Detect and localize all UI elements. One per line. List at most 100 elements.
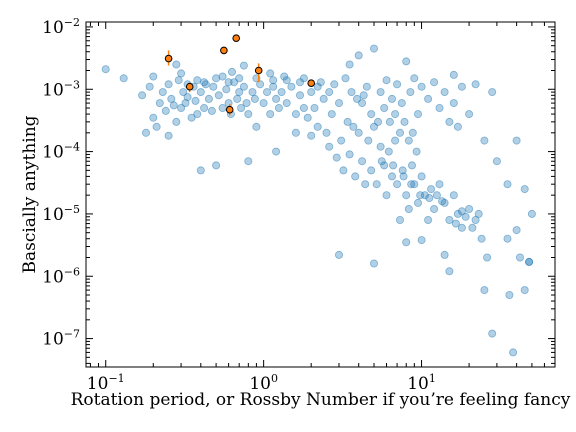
data-point xyxy=(525,257,534,266)
data-point xyxy=(382,191,391,200)
data-point xyxy=(291,128,300,137)
data-point xyxy=(239,61,248,70)
data-point xyxy=(222,85,231,94)
data-point xyxy=(413,198,422,207)
data-point xyxy=(316,78,325,87)
data-point xyxy=(269,82,278,91)
data-point xyxy=(425,193,434,202)
ticks-layer xyxy=(86,22,556,367)
data-point xyxy=(449,70,458,79)
data-point xyxy=(393,80,402,89)
data-point xyxy=(272,147,281,156)
data-point xyxy=(187,113,196,122)
data-point xyxy=(380,104,389,113)
data-point xyxy=(164,131,173,140)
data-point xyxy=(354,51,363,60)
data-point xyxy=(408,128,417,137)
data-point xyxy=(465,110,474,119)
data-point xyxy=(334,99,343,108)
data-point xyxy=(269,76,278,85)
data-point xyxy=(204,94,213,103)
data-point xyxy=(274,104,283,113)
data-point xyxy=(307,88,316,97)
data-point xyxy=(417,236,426,245)
data-point xyxy=(512,226,521,235)
highlighted-points-layer xyxy=(164,34,316,116)
data-point xyxy=(367,110,376,119)
data-point xyxy=(384,147,393,156)
data-point xyxy=(181,99,190,108)
data-point xyxy=(480,136,489,145)
data-point xyxy=(465,204,474,213)
data-point xyxy=(158,88,167,97)
data-point xyxy=(461,212,470,221)
data-point xyxy=(400,117,409,126)
data-point xyxy=(303,113,312,122)
data-point xyxy=(440,88,449,97)
data-point xyxy=(520,286,529,295)
data-point xyxy=(345,60,354,69)
data-point xyxy=(235,88,244,97)
data-point xyxy=(233,94,242,103)
data-point xyxy=(369,259,378,268)
data-point xyxy=(145,82,154,91)
data-point xyxy=(272,94,281,103)
data-point xyxy=(527,209,536,218)
data-point xyxy=(387,172,396,181)
highlighted-point xyxy=(164,54,173,63)
data-point xyxy=(402,238,411,247)
data-point xyxy=(432,191,441,200)
data-point xyxy=(212,161,221,170)
data-point xyxy=(471,80,480,89)
data-point xyxy=(457,82,466,91)
data-point xyxy=(406,88,415,97)
y-tick-label: 10−5 xyxy=(42,203,80,225)
data-point xyxy=(291,110,300,119)
data-point xyxy=(172,117,181,126)
data-point xyxy=(209,82,218,91)
data-point xyxy=(404,204,413,213)
data-point xyxy=(266,69,275,78)
data-point xyxy=(214,91,223,100)
data-point xyxy=(372,180,381,189)
data-point xyxy=(310,104,319,113)
data-point xyxy=(440,250,449,259)
data-point xyxy=(449,99,458,108)
data-point xyxy=(367,166,376,175)
y-tick-label: 10−3 xyxy=(42,78,80,100)
y-tick-label: 10−7 xyxy=(42,328,80,350)
data-point xyxy=(385,117,394,126)
data-point xyxy=(393,180,402,189)
data-point xyxy=(177,69,186,78)
data-point xyxy=(362,82,371,91)
data-point xyxy=(169,101,178,110)
data-point xyxy=(347,88,356,97)
data-point xyxy=(359,91,368,100)
data-point xyxy=(358,99,367,108)
data-point xyxy=(402,191,411,200)
highlighted-point xyxy=(225,105,234,114)
data-point xyxy=(242,99,251,108)
data-point xyxy=(307,131,316,140)
data-point xyxy=(358,157,367,166)
data-point xyxy=(430,204,439,213)
data-point xyxy=(119,74,128,83)
data-point xyxy=(252,122,261,131)
data-point xyxy=(416,191,425,200)
data-point xyxy=(413,110,422,119)
data-point xyxy=(332,153,341,162)
data-point xyxy=(361,180,370,189)
data-point xyxy=(149,72,158,81)
data-point xyxy=(218,72,227,81)
data-point xyxy=(503,180,512,189)
highlighted-point xyxy=(220,46,228,55)
data-point xyxy=(196,166,205,175)
data-point xyxy=(399,172,408,181)
data-point xyxy=(417,82,426,91)
data-point xyxy=(224,78,233,87)
data-point xyxy=(427,185,436,194)
data-point xyxy=(343,117,352,126)
data-point xyxy=(280,72,289,81)
data-point xyxy=(430,78,439,87)
